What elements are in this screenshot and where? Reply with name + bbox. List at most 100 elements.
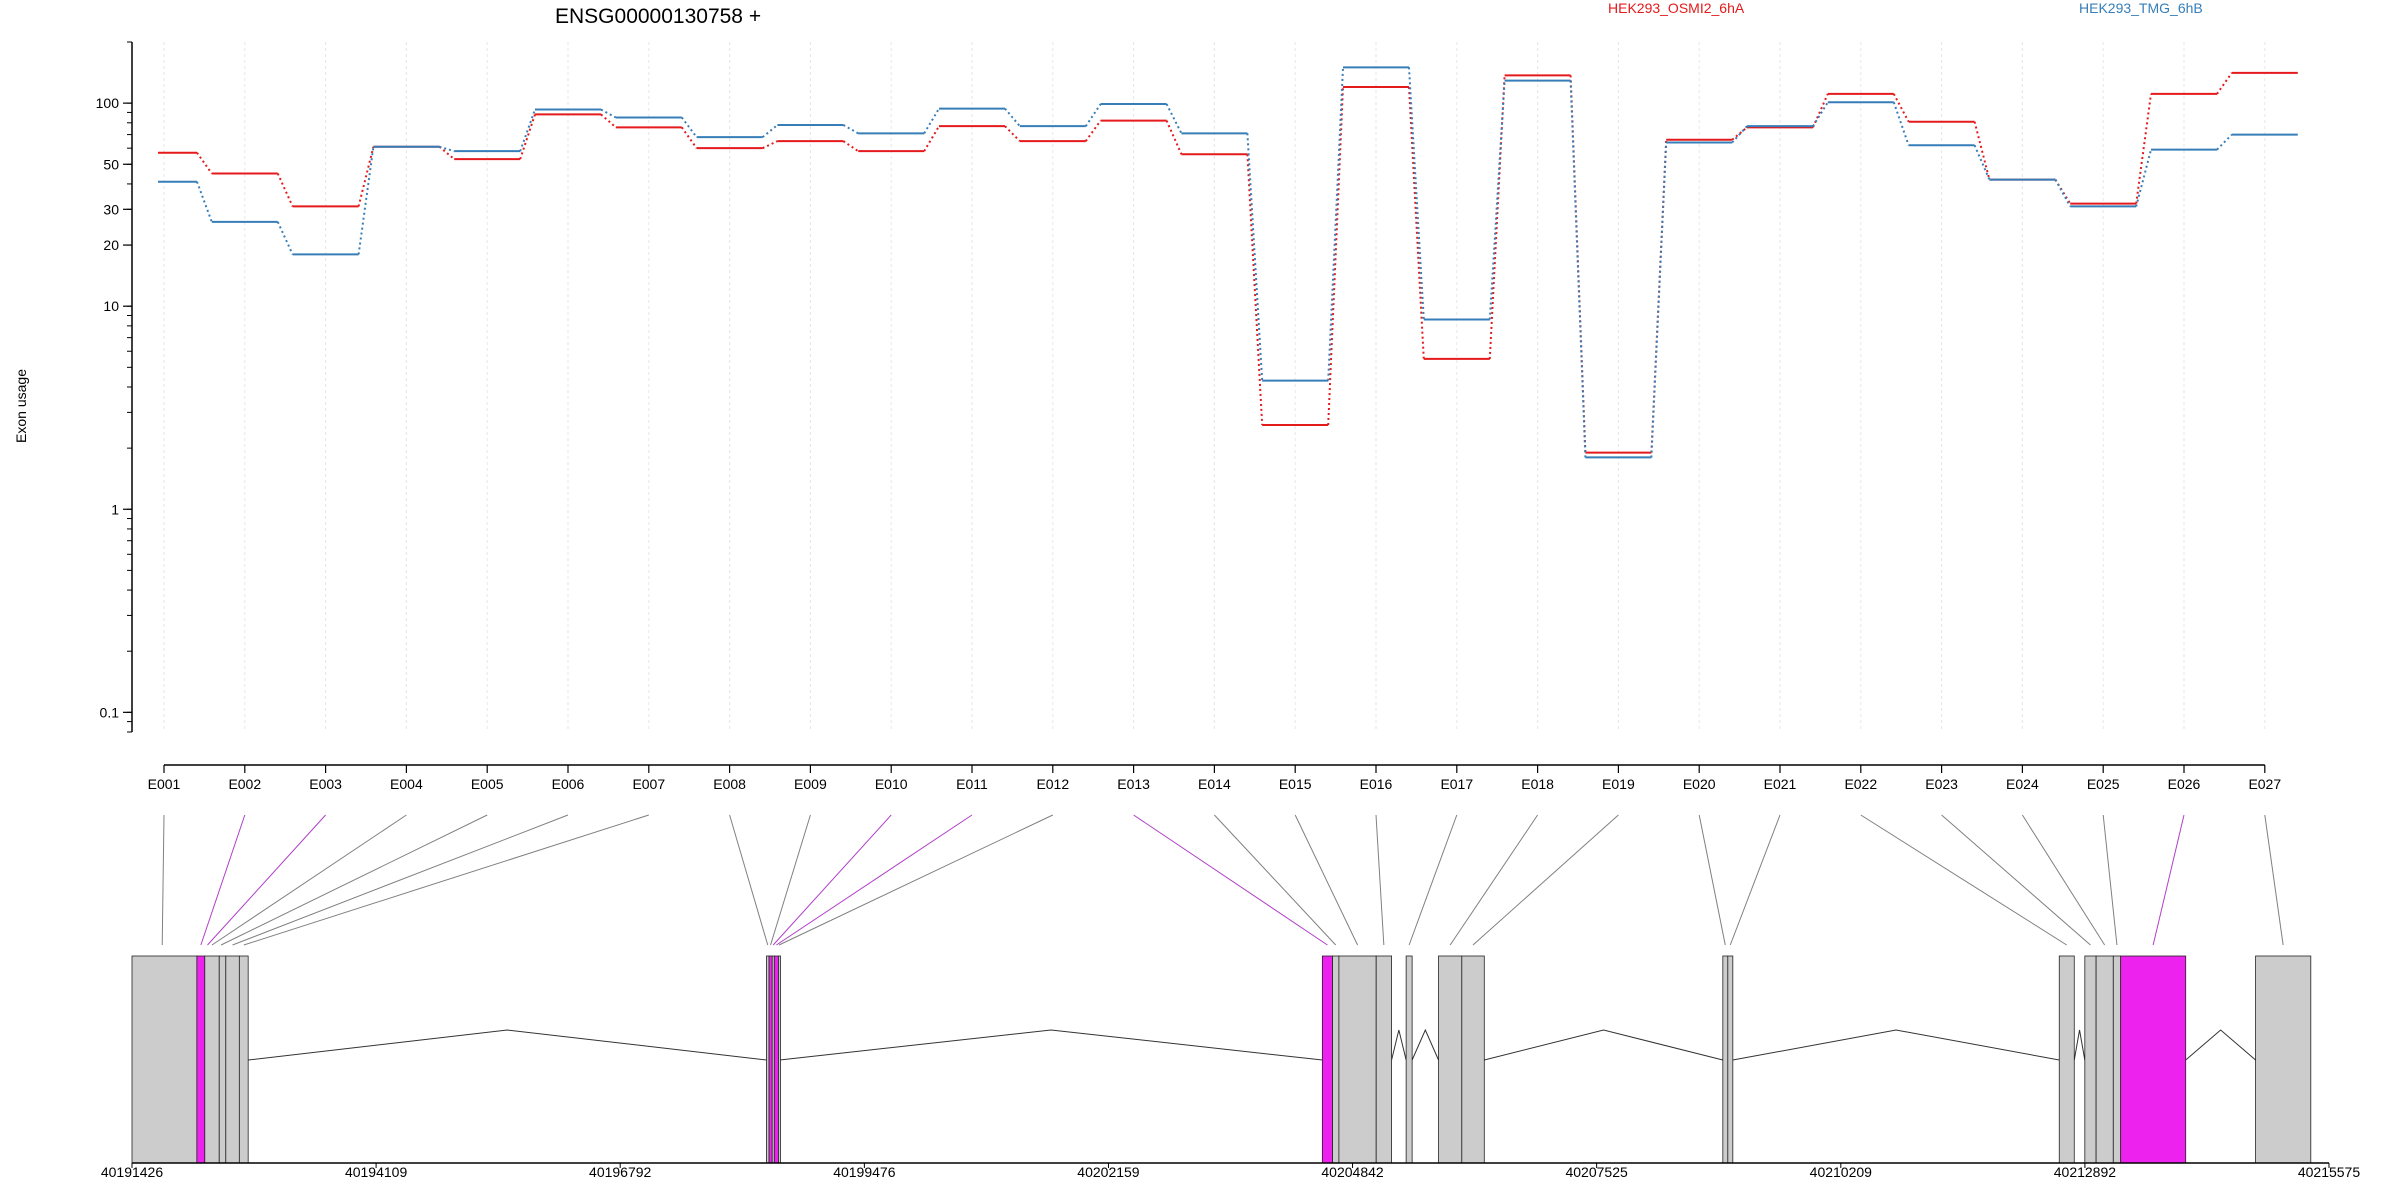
genomic-coordinate-axis: 40191426 40194109 40196792 40199476 40202159… [101, 1162, 2361, 1180]
coord-tick-label: 40196792 [589, 1164, 652, 1180]
data-connector [923, 125, 940, 152]
series-hek293-tmg-6hb [158, 66, 2298, 459]
connector-e017 [1408, 814, 1458, 946]
exon-label-e020: E020 [1683, 776, 1716, 792]
exon-block [204, 955, 220, 1164]
connector-e020 [1698, 814, 1726, 946]
data-connector [1246, 133, 1264, 381]
connector-e011 [776, 814, 973, 946]
intron-line [1484, 1029, 1723, 1061]
connector-e025 [2102, 814, 2118, 946]
connector-e023 [1941, 814, 2091, 946]
data-connector [923, 108, 940, 134]
coord-tick-label: 40210209 [1810, 1164, 1873, 1180]
data-connector [357, 146, 375, 255]
connector-e010 [772, 814, 892, 946]
data-connector [2216, 133, 2233, 151]
data-connector [842, 124, 859, 135]
exon-connectors [161, 814, 2284, 946]
y-tick-label: 20 [103, 237, 119, 253]
data-connector [1408, 67, 1425, 320]
exon-label-e019: E019 [1602, 776, 1635, 792]
legend-entry-hek293-tmg-6hb: HEK293_TMG_6hB [2079, 0, 2203, 16]
data-connector [1731, 126, 1748, 141]
exon-block [1332, 955, 1340, 1164]
y-axis: 0.1 1 10 20 30 50 100 [96, 41, 133, 733]
exon-label-e003: E003 [309, 776, 342, 792]
data-connector [1327, 67, 1344, 381]
exon-label-e024: E024 [2006, 776, 2039, 792]
exon-label-e014: E014 [1198, 776, 1231, 792]
y-tick-label: 100 [96, 95, 120, 111]
exon-label-e007: E007 [632, 776, 665, 792]
connector-e024 [2021, 814, 2106, 946]
data-connector [1165, 120, 1183, 155]
connector-e013 [1133, 814, 1328, 946]
coord-tick-label: 40194109 [345, 1164, 408, 1180]
y-tick-label: 50 [103, 156, 119, 172]
exon-block [1338, 955, 1377, 1164]
exon-block [2058, 955, 2075, 1164]
data-connector [1004, 125, 1021, 142]
exon-block [1722, 955, 1729, 1164]
connector-e012 [778, 814, 1054, 946]
exon-block [225, 955, 240, 1164]
connector-e022 [1860, 814, 2067, 946]
data-connector [2135, 149, 2152, 207]
intron-line [248, 1029, 767, 1061]
data-connector [680, 126, 698, 149]
exon-block [131, 955, 198, 1164]
data-connector [1973, 144, 1991, 181]
data-connector [1650, 142, 1668, 458]
chart-title: ENSG00000130758 + [555, 5, 761, 28]
data-connector [1569, 80, 1587, 458]
coord-tick-label: 40207525 [1565, 1164, 1628, 1180]
exon-label-e025: E025 [2087, 776, 2120, 792]
data-connector [196, 152, 213, 175]
data-connector [196, 181, 213, 223]
exon-block [1405, 955, 1413, 1164]
data-connector [600, 113, 617, 129]
gene-model [131, 955, 2312, 1164]
exon-block-highlighted [196, 955, 206, 1164]
exon-label-e002: E002 [228, 776, 261, 792]
y-axis-label: Exon usage [13, 369, 29, 443]
exon-label-e026: E026 [2168, 776, 2201, 792]
plot-series [158, 66, 2298, 459]
data-connector [438, 145, 455, 160]
intron-line [779, 1029, 1323, 1061]
exon-label-e005: E005 [471, 776, 504, 792]
exon-label-e017: E017 [1440, 776, 1473, 792]
data-connector [2216, 72, 2233, 95]
exon-block [2255, 955, 2312, 1164]
exon-label-e023: E023 [1925, 776, 1958, 792]
connector-e007 [243, 814, 649, 946]
connector-e018 [1449, 814, 1539, 946]
intron-line [1391, 1029, 1407, 1061]
connector-e005 [220, 814, 488, 946]
data-connector [1084, 103, 1102, 127]
connector-e006 [232, 814, 569, 946]
exon-label-e008: E008 [713, 776, 746, 792]
data-connector [2054, 179, 2072, 207]
connector-e021 [1729, 814, 1781, 946]
coord-tick-label: 40212892 [2054, 1164, 2117, 1180]
connector-e008 [729, 814, 769, 946]
data-connector [1327, 87, 1344, 426]
data-connector [1004, 107, 1021, 127]
data-connector [519, 109, 536, 152]
data-connector [2054, 179, 2072, 205]
data-connector [1084, 120, 1102, 142]
exon-block [218, 955, 227, 1164]
intron-line [1411, 1028, 1439, 1061]
connector-e027 [2264, 814, 2284, 946]
exon-label-e018: E018 [1521, 776, 1554, 792]
data-connector [762, 140, 778, 150]
coord-tick-label: 40215575 [2298, 1164, 2361, 1180]
intron-line [1732, 1029, 2060, 1061]
connector-e014 [1214, 814, 1337, 946]
exon-label-e021: E021 [1764, 776, 1797, 792]
exon-label-e001: E001 [148, 776, 181, 792]
y-tick-label: 30 [103, 201, 119, 217]
connector-e019 [1472, 814, 1619, 946]
